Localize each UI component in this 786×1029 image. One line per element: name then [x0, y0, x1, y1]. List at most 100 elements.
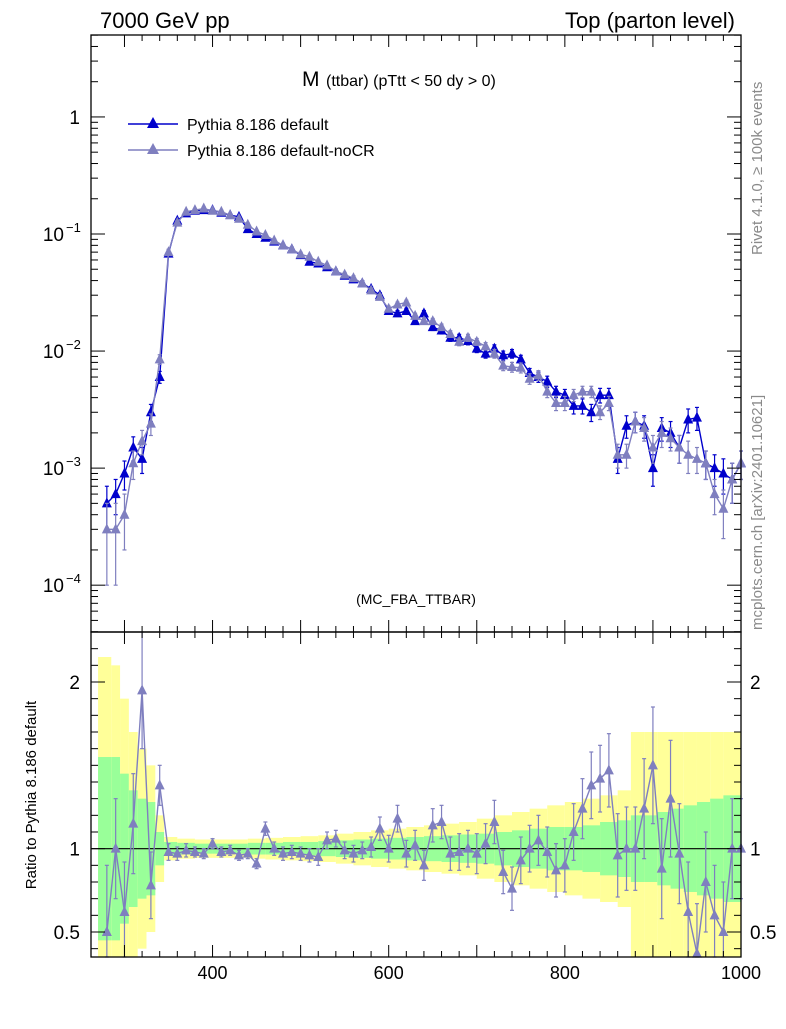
ratio-point: [198, 847, 209, 858]
data-point: [225, 209, 236, 220]
data-point: [709, 488, 720, 499]
ratio-point: [586, 779, 597, 790]
data-point: [374, 290, 385, 301]
data-point: [454, 335, 465, 346]
data-point: [339, 268, 350, 279]
ratio-point: [691, 947, 702, 958]
ratio-point: [454, 846, 465, 856]
data-point: [189, 204, 200, 215]
main-plot: [101, 202, 746, 586]
data-point: [322, 259, 333, 270]
data-point: [145, 417, 156, 428]
data-point: [683, 448, 694, 459]
data-point: [568, 389, 579, 400]
plot-subtitle: (ttbar) (pTtt < 50 dy > 0): [326, 73, 496, 90]
data-point: [401, 296, 412, 307]
data-point: [418, 315, 429, 326]
ratio-point: [471, 847, 482, 858]
data-point: [480, 347, 491, 358]
data-point: [665, 432, 676, 443]
data-point: [313, 255, 324, 266]
data-point: [639, 422, 650, 433]
data-point: [207, 204, 218, 215]
data-point: [172, 216, 183, 227]
x-tick-label: 400: [198, 963, 228, 983]
x-tick-label: 1000: [721, 963, 761, 983]
data-point: [278, 239, 289, 250]
data-point: [101, 497, 112, 508]
data-point: [498, 359, 509, 370]
data-point: [242, 218, 253, 229]
data-point: [128, 441, 139, 452]
legend-label-nocr: Pythia 8.186 default-noCR: [187, 143, 375, 160]
data-point: [647, 441, 658, 452]
energy-label: 7000 GeV pp: [100, 8, 230, 33]
data-point: [630, 415, 641, 426]
ratio-point: [700, 876, 711, 886]
ratio-point: [128, 817, 139, 828]
data-point: [568, 399, 579, 410]
data-point: [524, 372, 535, 383]
ratio-point: [603, 764, 614, 775]
data-point: [101, 523, 112, 534]
data-point: [727, 473, 738, 484]
data-point: [128, 457, 139, 468]
data-point: [586, 406, 597, 417]
ratio-point: [339, 844, 350, 855]
data-point: [577, 399, 588, 410]
y-tick-exponent: −3: [66, 454, 81, 469]
ratio-point: [568, 826, 579, 836]
data-point: [507, 361, 518, 372]
ratio-point: [462, 842, 473, 853]
data-point: [559, 396, 570, 407]
data-point: [603, 396, 614, 407]
ratio-point: [137, 684, 148, 695]
ratio-point: [251, 857, 262, 868]
data-point: [542, 385, 553, 396]
data-point: [471, 342, 482, 353]
data-point: [595, 406, 606, 417]
mcplots-label: mcplots.cern.ch [arXiv:2401.10621]: [749, 395, 766, 630]
data-point: [586, 385, 597, 396]
data-point: [551, 385, 562, 396]
data-point: [621, 448, 632, 459]
data-point: [559, 389, 570, 400]
data-point: [366, 284, 377, 295]
ratio-point: [260, 822, 271, 833]
ratio-point: [480, 837, 491, 848]
data-point: [216, 205, 227, 216]
data-point: [260, 229, 271, 240]
ratio-point: [322, 834, 333, 845]
ratio-point: [278, 847, 289, 858]
y-tick-label: 1: [69, 108, 80, 129]
process-label: Top (parton level): [565, 8, 735, 33]
data-point: [348, 272, 359, 283]
series-line-default: [106, 209, 742, 504]
ratio-point: [533, 834, 544, 845]
data-point: [471, 335, 482, 346]
data-point: [603, 389, 614, 400]
ratio-point: [727, 842, 738, 853]
ratio-point: [286, 846, 297, 856]
data-point: [700, 457, 711, 468]
ratio-point: [445, 847, 456, 858]
data-point: [436, 321, 447, 332]
analysis-tag: (MC_FBA_TTBAR): [356, 591, 476, 607]
ratio-point: [145, 879, 156, 890]
ratio-y-tick-label-right: 1: [750, 840, 761, 861]
data-point: [533, 369, 544, 380]
data-point: [392, 298, 403, 309]
data-point: [295, 248, 306, 259]
ratio-point: [418, 859, 429, 870]
ratio-point: [110, 842, 121, 853]
ratio-y-tick-label-left: 2: [69, 673, 80, 694]
data-point: [691, 452, 702, 463]
ratio-point: [436, 816, 447, 826]
ratio-point: [621, 842, 632, 853]
ratio-ylabel: Ratio to Pythia 8.186 default: [23, 700, 40, 889]
data-point: [163, 246, 174, 257]
data-point: [551, 396, 562, 407]
data-point: [154, 353, 165, 364]
ratio-point: [189, 846, 200, 856]
